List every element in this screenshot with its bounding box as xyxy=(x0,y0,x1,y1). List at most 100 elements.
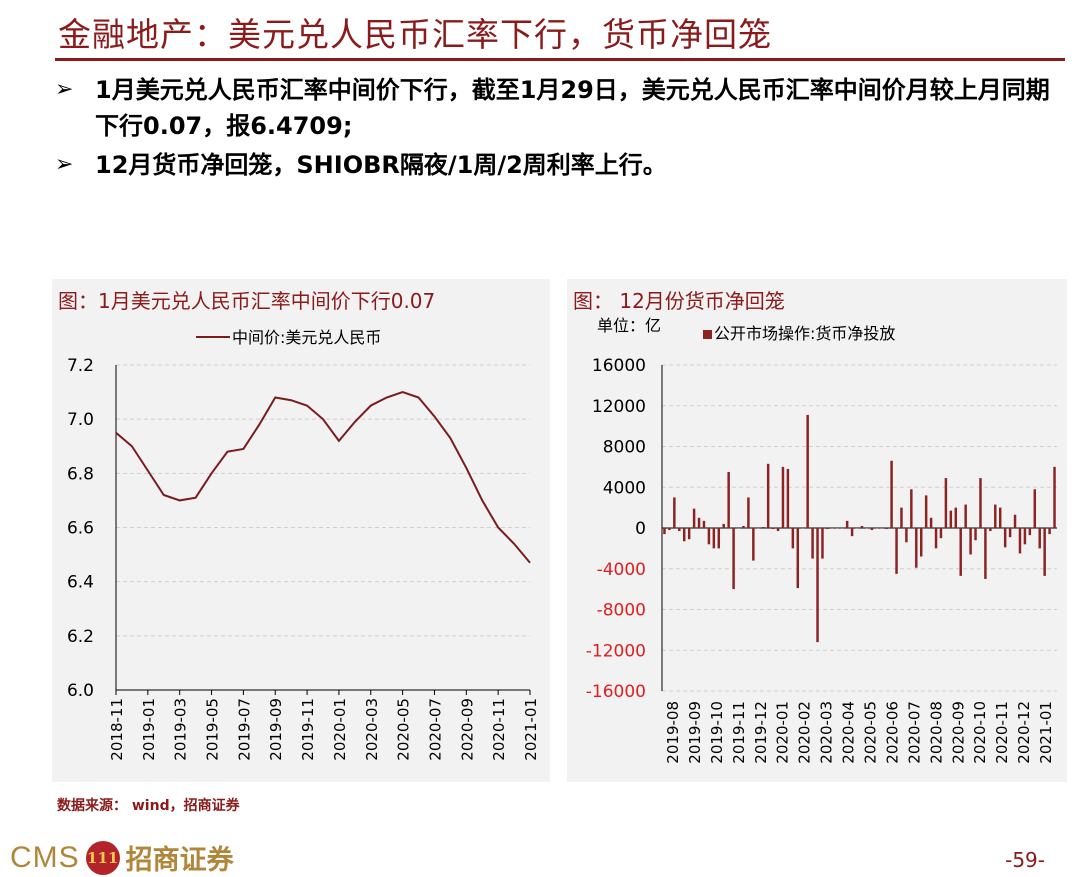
data-source: 数据来源： wind，招商证券 xyxy=(57,798,240,814)
y-tick-label: 12000 xyxy=(592,397,646,417)
bar xyxy=(910,489,913,528)
bar xyxy=(761,526,765,528)
bullet-list: ➢ 1月美元兑人民币汇率中间价下行，截至1月29日，美元兑人民币汇率中间价月较上… xyxy=(55,72,1065,186)
y-tick-label: 7.0 xyxy=(67,410,94,430)
series-line xyxy=(115,391,531,564)
bar xyxy=(865,528,869,529)
bar xyxy=(717,528,721,549)
unit-label: 单位：亿 xyxy=(597,316,661,335)
x-tick-label: 2020-05 xyxy=(395,698,413,761)
x-tick-label: 2019-08 xyxy=(664,701,682,764)
logo-badge-icon: 111 xyxy=(85,840,120,875)
y-tick-label: -8000 xyxy=(597,601,646,621)
bar xyxy=(673,497,676,528)
bar xyxy=(895,528,898,574)
logo-text: CMS xyxy=(10,840,80,874)
bullet-arrow-icon: ➢ xyxy=(55,152,74,177)
bar xyxy=(727,471,730,528)
x-tick-label: 2019-07 xyxy=(235,698,253,761)
x-tick-label: 2020-11 xyxy=(993,701,1011,764)
logo-chinese-name: 招商证券 xyxy=(125,845,234,876)
bar xyxy=(752,528,755,561)
bar xyxy=(781,466,785,528)
bar xyxy=(771,528,775,530)
bar xyxy=(678,528,681,532)
y-tick-label: 8000 xyxy=(603,438,646,458)
bar xyxy=(840,528,844,529)
x-tick-label: 2019-10 xyxy=(708,701,726,764)
x-tick-label: 2021-01 xyxy=(522,698,540,761)
y-tick-label: 16000 xyxy=(592,356,646,376)
x-tick-label: 2019-11 xyxy=(299,698,317,761)
bullet-text: 12月货币净回笼，SHIOBR隔夜/1周/2周利率上行。 xyxy=(95,151,667,179)
bar xyxy=(1033,489,1037,528)
liquidity-bar-chart: 单位：亿 16000 12000 8000 4000 0 -4000 -8000 -12000 -… xyxy=(586,316,1057,764)
x-tick-label: 2020-09 xyxy=(949,701,967,764)
bar xyxy=(732,528,735,590)
bar xyxy=(831,528,834,529)
bar xyxy=(1018,528,1022,554)
fx-chart-title: 图：1月美元兑人民币汇率中间价下行0.07 xyxy=(58,289,436,313)
bar xyxy=(939,528,943,539)
bar xyxy=(796,528,800,589)
bar xyxy=(855,528,859,529)
x-tick-label: 2019-11 xyxy=(730,701,748,764)
bar xyxy=(722,523,725,528)
bar xyxy=(682,528,686,542)
bar xyxy=(964,504,967,528)
x-tick-label: 2019-01 xyxy=(140,698,158,761)
fx-line-chart: 6.0 6.2 6.4 6.6 6.8 7.0 7.2 2018-11 2019-01 2019-… xyxy=(67,328,540,761)
bar xyxy=(1043,528,1046,576)
y-tick-label: 6.6 xyxy=(67,519,94,539)
bar xyxy=(875,528,879,529)
x-tick-label: 2020-03 xyxy=(818,701,836,764)
bar xyxy=(929,517,933,528)
bar xyxy=(737,528,740,529)
x-tick-label: 2020-02 xyxy=(796,701,814,764)
bar xyxy=(687,528,691,540)
bar xyxy=(1023,528,1027,545)
bar xyxy=(811,528,814,559)
x-tick-label: 2020-04 xyxy=(840,701,858,764)
liquidity-chart-panel: 图： 12月份货币净回笼 单位：亿 16000 12000 8000 4000 0 -400… xyxy=(567,279,1067,782)
x-tick-label: 2018-11 xyxy=(108,698,126,761)
bar xyxy=(919,528,923,557)
y-tick-label: 6.8 xyxy=(67,464,94,484)
y-tick-label: 7.2 xyxy=(67,356,94,376)
bar xyxy=(949,510,953,528)
bar xyxy=(969,528,972,555)
bar xyxy=(959,528,962,576)
company-logo: CMS 111 招商证券 xyxy=(10,838,234,877)
bar xyxy=(979,478,982,528)
bar xyxy=(816,528,819,643)
x-tick-label: 2020-07 xyxy=(426,698,444,761)
x-tick-label: 2020-10 xyxy=(971,701,989,764)
x-tick-label: 2020-06 xyxy=(883,701,901,764)
bar xyxy=(885,528,888,530)
bar xyxy=(890,460,893,528)
y-tick-label: 6.2 xyxy=(67,627,94,647)
bar xyxy=(870,528,874,531)
bullet-arrow-icon: ➢ xyxy=(55,77,74,102)
page-title: 金融地产：美元兑人民币汇率下行，货币净回笼 xyxy=(58,15,772,54)
bar xyxy=(954,507,958,528)
x-tick-label: 2019-09 xyxy=(686,701,704,764)
bullet-item: ➢ 12月货币净回笼，SHIOBR隔夜/1周/2周利率上行。 xyxy=(55,147,1065,183)
legend-label: 公开市场操作:货币净投放 xyxy=(714,324,895,343)
bar xyxy=(747,497,750,528)
bar xyxy=(860,525,864,528)
bar xyxy=(766,463,770,528)
page-number: -59- xyxy=(1005,848,1045,872)
y-tick-label: -12000 xyxy=(586,641,646,661)
bar xyxy=(836,528,839,529)
bar xyxy=(900,507,903,528)
title-divider xyxy=(55,58,1065,61)
bar xyxy=(924,495,928,528)
bar xyxy=(1038,528,1041,549)
bullet-item: ➢ 1月美元兑人民币汇率中间价下行，截至1月29日，美元兑人民币汇率中间价月较上… xyxy=(55,72,1065,144)
bar xyxy=(707,528,711,545)
bar xyxy=(1048,528,1051,535)
x-tick-label: 2020-03 xyxy=(363,698,381,761)
bar xyxy=(974,528,977,541)
y-tick-label: 0 xyxy=(635,519,646,539)
